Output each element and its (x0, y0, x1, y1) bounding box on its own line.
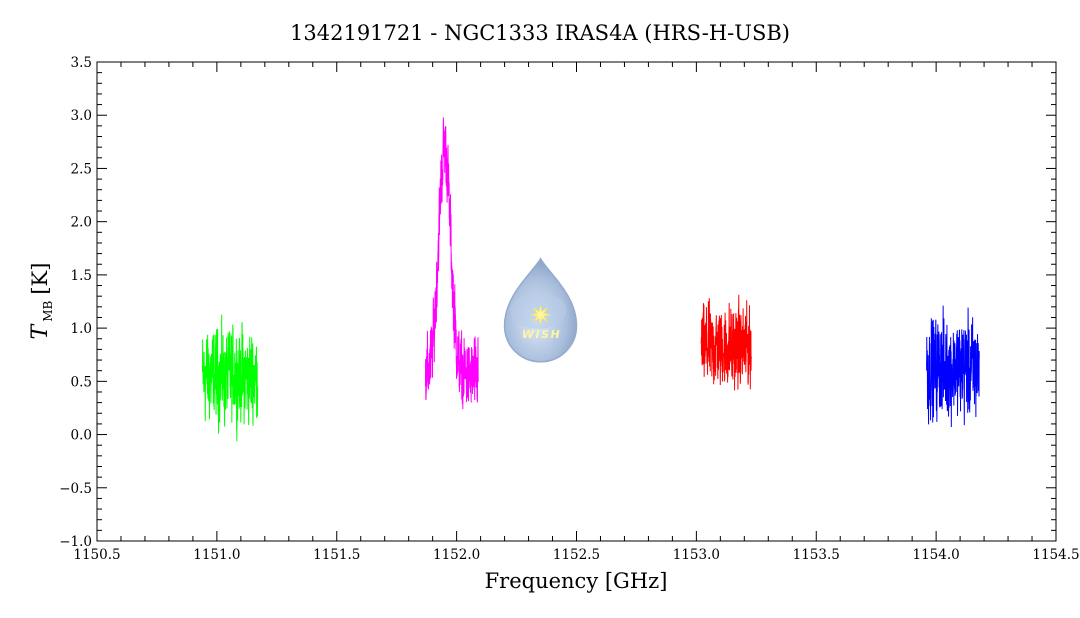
x-tick-label: 1151.5 (313, 547, 360, 563)
x-tick-label: 1152.0 (433, 547, 480, 563)
y-axis-label: TMB [K] (28, 263, 55, 340)
spectrum-series-2 (424, 117, 479, 410)
x-tick-label: 1152.5 (553, 547, 600, 563)
y-tick-label: 2.5 (71, 161, 92, 177)
y-tick-label: −0.5 (59, 481, 92, 497)
y-axis-label-subscript: MB (41, 300, 55, 321)
y-tick-label: 0.5 (71, 374, 92, 390)
spectrum-series-1 (201, 314, 259, 442)
y-axis-label-unit: [K] (28, 263, 52, 295)
x-tick-label: 1154.5 (1032, 547, 1079, 563)
x-tick-label: 1153.5 (793, 547, 840, 563)
y-tick-label: 0.0 (71, 428, 92, 444)
chart-title: 1342191721 - NGC1333 IRAS4A (HRS-H-USB) (290, 21, 790, 45)
y-tick-label: 2.0 (71, 215, 92, 231)
x-tick-label: 1150.5 (73, 547, 120, 563)
spectrum-series-3 (700, 294, 752, 391)
y-tick-label: 1.0 (71, 321, 92, 337)
x-axis-label: Frequency [GHz] (485, 569, 668, 593)
spectrum-series-4 (926, 305, 980, 428)
y-tick-label: 3.5 (71, 55, 92, 71)
plot-frame (96, 61, 1057, 542)
y-tick-label: −1.0 (59, 534, 92, 550)
y-tick-label: 1.5 (71, 268, 92, 284)
wish-star-icon (530, 304, 551, 325)
x-tick-label: 1151.0 (193, 547, 240, 563)
plot-series (201, 117, 980, 442)
wish-logo-label: WISH (522, 328, 561, 341)
wish-logo: WISH (503, 257, 578, 363)
y-axis-ticks: −1.0 −0.5 0.0 0.5 1.0 1.5 2.0 2.5 3.0 3.5 (59, 55, 1056, 550)
y-tick-label: 3.0 (71, 108, 92, 124)
y-axis-label-symbol: T (28, 322, 53, 339)
x-tick-label: 1153.0 (673, 547, 720, 563)
x-axis-ticks: 1150.5 1151.0 1151.5 1152.0 1152.5 1153.0 1153… (73, 62, 1080, 563)
x-tick-label: 1154.0 (913, 547, 960, 563)
